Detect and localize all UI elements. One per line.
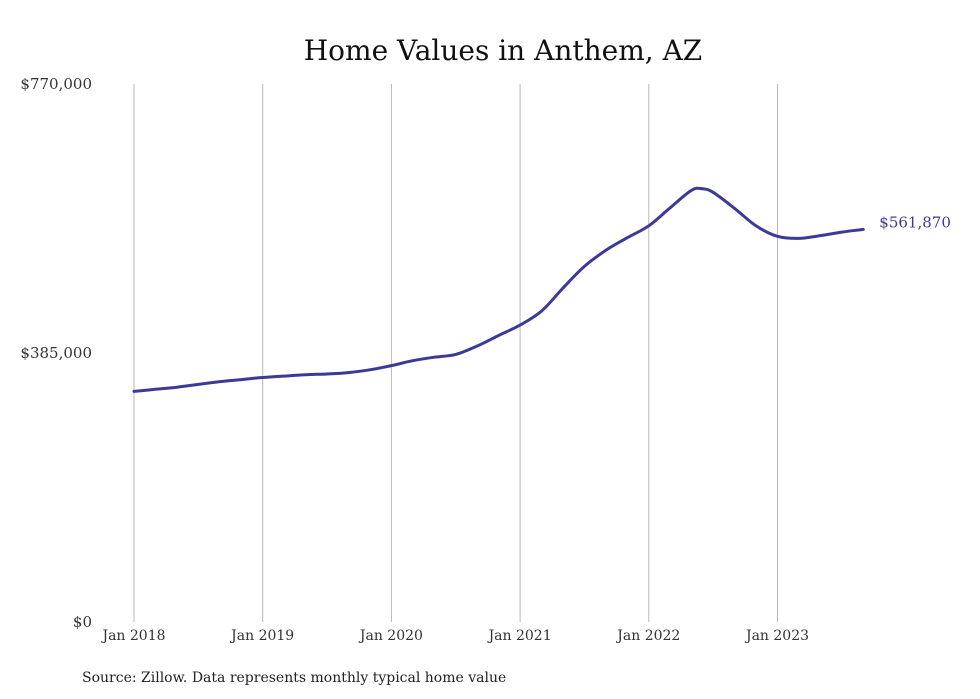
- source-note: Source: Zillow. Data represents monthly …: [82, 670, 506, 686]
- end-value-label: $561,870: [879, 213, 951, 231]
- y-tick-label: $0: [73, 613, 92, 631]
- y-axis-ticks: $0 $385,000 $770,000: [20, 75, 92, 631]
- y-tick-label: $770,000: [20, 75, 92, 93]
- x-tick-label: Jan 2020: [358, 628, 423, 644]
- chart-title: Home Values in Anthem, AZ: [304, 34, 703, 67]
- x-tick-label: Jan 2021: [487, 628, 552, 644]
- series-line: [132, 186, 865, 393]
- x-tick-label: Jan 2023: [744, 628, 809, 644]
- y-tick-label: $385,000: [20, 344, 92, 362]
- x-tick-label: Jan 2022: [615, 628, 680, 644]
- x-tick-label: Jan 2018: [100, 628, 165, 644]
- grid-lines: [133, 84, 778, 622]
- x-axis-ticks: Jan 2018 Jan 2019 Jan 2020 Jan 2021 Jan 2022…: [100, 628, 809, 644]
- x-tick-label: Jan 2019: [229, 628, 294, 644]
